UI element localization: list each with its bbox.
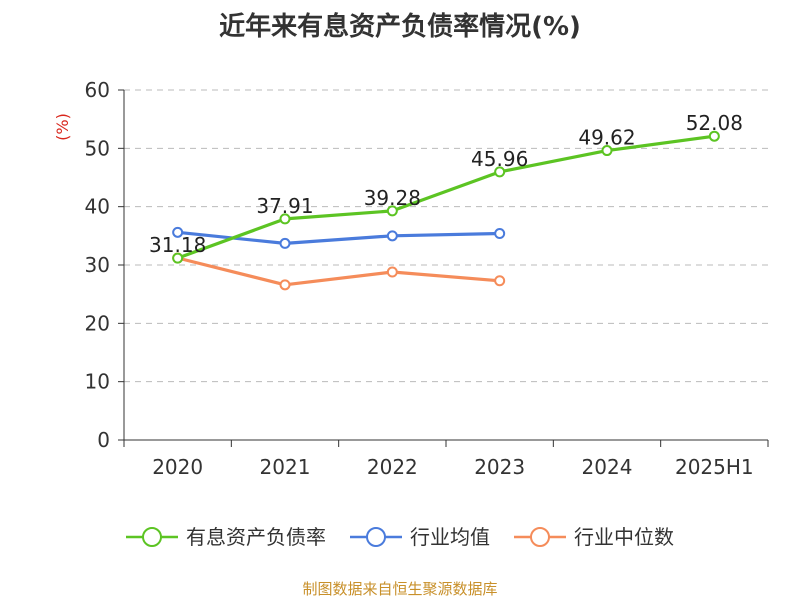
source-note: 制图数据来自恒生聚源数据库 [302,580,498,598]
y-tick-label: 40 [85,195,110,219]
data-label: 37.91 [256,194,313,218]
data-label: 45.96 [471,147,528,171]
data-point [279,279,291,291]
data-point [494,228,506,239]
data-label: 49.62 [578,126,635,150]
data-point [172,252,184,264]
series-line [177,134,715,260]
x-tick-label: 2024 [582,455,633,479]
data-point [601,145,613,157]
x-tick-label: 2022 [367,455,418,479]
data-point [494,275,506,287]
legend-swatch-marker [142,527,162,547]
x-tick-label: 2021 [260,455,311,479]
y-tick-label: 60 [85,78,110,102]
data-point [386,205,398,217]
series-line [177,256,500,287]
y-tick-label: 50 [85,136,110,160]
x-tick-label: 2023 [474,455,525,479]
data-point [708,130,720,142]
data-label: 52.08 [686,111,743,135]
data-point [386,230,398,242]
x-tick-label: 2025H1 [675,455,754,479]
legend-swatch-marker [530,527,550,547]
chart-title: 近年来有息资产负债率情况(%) [219,12,581,42]
data-label: 31.18 [149,233,206,257]
y-tick-label: 0 [97,428,110,452]
legend-swatch-marker [366,527,386,547]
legend-label: 行业均值 [410,525,490,549]
data-point [279,237,291,249]
y-tick-label: 30 [85,253,110,277]
data-point [172,226,184,238]
data-point [494,166,506,178]
data-point [279,213,291,225]
y-tick-label: 10 [85,370,110,394]
x-tick-label: 2020 [152,455,203,479]
y-tick-label: 20 [85,311,110,335]
data-point [386,266,398,278]
y-axis-label: (%) [53,113,72,141]
legend-label: 有息资产负债率 [186,525,326,549]
legend-label: 行业中位数 [574,525,674,549]
data-label: 39.28 [364,186,421,210]
